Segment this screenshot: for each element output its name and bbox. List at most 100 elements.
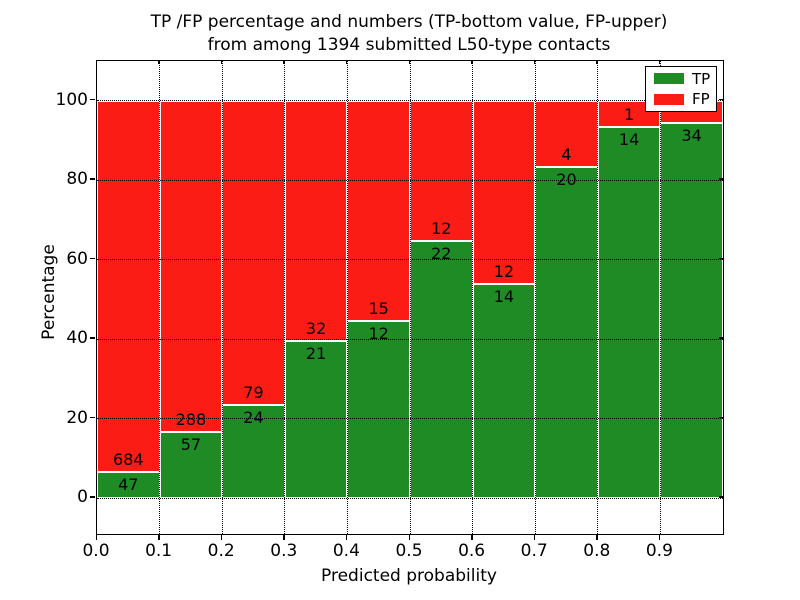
x-tick-label: 0.0: [82, 541, 110, 561]
y-tick-mark-right: [719, 98, 723, 101]
tp-bar-segment: [222, 405, 285, 498]
x-tick-mark-top: [658, 60, 661, 64]
y-tick-mark: [90, 98, 95, 101]
vertical-gridline: [597, 61, 599, 534]
tp-bar-segment: [597, 127, 661, 498]
y-tick-label: 20: [66, 407, 88, 428]
x-tick-label: 0.3: [270, 541, 298, 561]
tp-count-label: 34: [681, 125, 702, 145]
fp-count-label: 684: [113, 450, 144, 470]
tp-count-label: 14: [493, 286, 515, 306]
legend-row-tp: TP: [646, 70, 716, 88]
y-tick-mark-right: [719, 416, 723, 419]
y-tick-mark-right: [719, 178, 723, 180]
plot-area: 684 47 288 57 79 24 32 21 15 12 12 22 12 14 4 20 1 14 34: [96, 60, 724, 535]
x-tick-label: 0.6: [458, 541, 486, 561]
x-tick-mark-top: [596, 60, 598, 64]
x-tick-mark: [658, 535, 661, 540]
legend: TP FP: [645, 66, 717, 112]
y-tick-label: 0: [77, 487, 88, 507]
fp-count-label: 1: [624, 105, 635, 124]
vertical-gridline: [159, 61, 161, 534]
fp-bar-segment: [472, 100, 536, 284]
vertical-gridline: [659, 61, 661, 534]
chart-title-line1: TP /FP percentage and numbers (TP-bottom…: [150, 12, 668, 32]
x-tick-label: 0.1: [145, 541, 173, 561]
x-tick-mark: [345, 535, 348, 540]
fp-bar-segment: [97, 100, 160, 473]
tp-count-label: 20: [556, 169, 577, 189]
fp-bar-segment: [222, 100, 285, 406]
vertical-gridline: [409, 61, 411, 534]
y-tick-mark-right: [719, 257, 723, 260]
vertical-gridline: [284, 61, 286, 534]
x-tick-mark: [408, 535, 410, 540]
tp-count-label: 47: [118, 475, 139, 495]
x-tick-label: 0.7: [520, 541, 548, 561]
tp-bar-segment: [97, 472, 160, 498]
tp-count-label: 21: [305, 343, 327, 363]
fp-count-label: 15: [368, 299, 389, 319]
fp-swatch-icon: [654, 93, 684, 105]
fp-count-label: 79: [243, 383, 264, 403]
y-tick-mark: [90, 257, 95, 260]
fp-bar-segment: [159, 100, 223, 433]
vertical-gridline: [346, 61, 348, 534]
y-tick-label: 80: [66, 169, 88, 189]
fp-count-label: 4: [561, 144, 572, 164]
y-tick-mark: [90, 416, 95, 419]
x-tick-mark: [533, 535, 536, 540]
x-tick-mark-top: [158, 60, 160, 64]
tp-bar-segment: [472, 283, 536, 498]
x-tick-mark: [220, 535, 223, 540]
x-tick-mark-top: [408, 60, 410, 64]
fp-count-label: 288: [175, 410, 207, 430]
vertical-gridline: [221, 61, 223, 534]
legend-label-fp: FP: [692, 90, 710, 109]
legend-row-fp: FP: [646, 90, 716, 108]
x-tick-label: 0.8: [583, 541, 611, 561]
y-tick-label: 100: [55, 89, 88, 110]
vertical-gridline: [472, 61, 474, 534]
x-tick-mark: [158, 535, 160, 540]
fp-bar-segment: [284, 100, 348, 341]
tp-count-label: 12: [368, 324, 389, 344]
tp-bar-segment: [347, 321, 410, 498]
chart-title: TP /FP percentage and numbers (TP-bottom…: [96, 11, 722, 57]
legend-label-tp: TP: [692, 69, 711, 88]
chart-title-line2: from among 1394 submitted L50-type conta…: [207, 35, 611, 55]
y-axis-label: Percentage: [39, 244, 59, 340]
x-tick-mark-top: [220, 60, 223, 64]
tp-count-label: 22: [431, 243, 452, 263]
x-tick-mark: [283, 535, 285, 540]
tp-bar-segment: [660, 122, 723, 498]
y-tick-mark-right: [719, 496, 723, 498]
tp-count-label: 24: [243, 408, 264, 428]
x-tick-mark-top: [533, 60, 536, 64]
x-tick-mark-top: [345, 60, 348, 64]
fp-bar-segment: [347, 100, 410, 322]
y-tick-mark: [90, 337, 95, 339]
fp-count-label: 12: [431, 218, 452, 238]
x-tick-mark-top: [471, 60, 473, 64]
tp-count-label: 14: [618, 130, 640, 149]
y-tick-mark-right: [719, 337, 723, 339]
x-tick-mark-top: [283, 60, 285, 64]
y-tick-mark: [90, 178, 95, 180]
x-tick-label: 0.9: [645, 541, 673, 561]
tp-swatch-icon: [654, 73, 684, 85]
x-tick-label: 0.2: [207, 541, 235, 561]
x-tick-label: 0.5: [395, 541, 423, 561]
tp-bar-segment: [410, 240, 473, 498]
x-axis-label: Predicted probability: [321, 566, 497, 586]
tp-bar-segment: [284, 340, 348, 498]
x-tick-mark: [596, 535, 598, 540]
y-tick-mark: [90, 496, 95, 498]
fp-count-label: 12: [493, 261, 515, 281]
tp-bar-segment: [535, 166, 598, 498]
fp-count-label: 32: [305, 318, 327, 338]
x-tick-mark: [95, 535, 97, 540]
y-tick-label: 40: [66, 328, 88, 348]
y-tick-label: 60: [66, 248, 88, 269]
